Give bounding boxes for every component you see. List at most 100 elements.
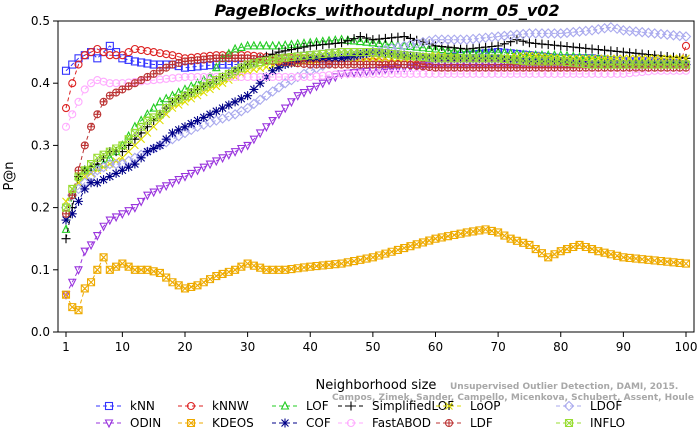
legend-label: LOF [306, 399, 329, 413]
data-point [406, 69, 415, 78]
data-point [162, 50, 171, 59]
data-point [437, 44, 447, 54]
y-tick-label: 0.1 [31, 263, 50, 277]
data-point [249, 40, 259, 50]
data-point [92, 232, 102, 241]
data-point [117, 210, 127, 220]
data-point [393, 60, 402, 69]
legend-item-kdeos: KDEOS [178, 416, 254, 430]
data-point [324, 53, 334, 63]
data-point [330, 53, 340, 63]
legend-label: COF [306, 416, 331, 430]
data-point [400, 69, 409, 78]
data-point [600, 45, 610, 55]
series-layer [60, 21, 692, 315]
data-point [243, 91, 253, 101]
data-point [130, 44, 139, 54]
data-point [224, 151, 234, 160]
data-point [274, 110, 284, 120]
data-point [299, 72, 309, 82]
data-point [205, 160, 215, 170]
data-point [211, 106, 221, 116]
legend-item-cof: COF [272, 416, 331, 430]
data-point [375, 69, 384, 78]
data-point [387, 69, 396, 78]
data-point [80, 51, 89, 60]
data-point [174, 125, 184, 135]
plot-frame [57, 20, 695, 333]
data-point [531, 38, 541, 48]
data-point [268, 72, 277, 82]
data-point [443, 45, 453, 54]
legend-label: LDF [470, 416, 493, 430]
data-point [430, 41, 440, 51]
data-point [143, 59, 152, 68]
data-point [305, 85, 315, 95]
legend-item-knn: kNN [96, 399, 155, 413]
data-point [118, 85, 127, 94]
y-tick-label: 0.4 [31, 76, 50, 90]
data-point [412, 69, 421, 78]
legend-label: kNN [130, 399, 155, 413]
data-point [193, 116, 203, 126]
data-point [261, 90, 272, 101]
data-point [249, 84, 259, 94]
data-point [381, 69, 390, 78]
data-point [556, 41, 566, 51]
legend-item-loop: LoOP [436, 399, 501, 413]
y-tick-label: 0.0 [31, 325, 50, 339]
legend-label: KDEOS [212, 416, 254, 430]
data-point [293, 92, 303, 101]
legend: kNN kNNW LOF SimplifiedLOF LoOP LDOF ODIN KDEOS… [96, 399, 625, 430]
data-point [237, 72, 246, 82]
data-point [337, 69, 346, 78]
data-point [124, 55, 133, 64]
data-point [118, 51, 127, 60]
data-point [581, 43, 591, 53]
data-point [268, 40, 278, 50]
data-point [411, 38, 422, 49]
data-point [80, 184, 90, 194]
data-point [224, 100, 234, 110]
data-point [180, 72, 190, 82]
data-point [293, 72, 302, 82]
legend-marker [346, 418, 356, 428]
data-point [405, 39, 416, 50]
legend-label: INFLO [590, 416, 625, 430]
data-point [487, 42, 497, 52]
data-point [362, 36, 371, 46]
data-point [168, 179, 177, 188]
data-point [248, 98, 260, 110]
data-point [74, 60, 83, 69]
data-point [649, 28, 660, 39]
data-point [87, 122, 96, 131]
x-tick-label: 100 [675, 340, 698, 354]
data-point [80, 141, 89, 150]
data-point [306, 72, 315, 82]
series-line-loop [65, 54, 686, 202]
data-point [362, 48, 372, 58]
data-point [625, 48, 635, 58]
y-axis-label: P@n [2, 161, 17, 190]
x-axis-label: Neighborhood size [316, 378, 437, 393]
data-point [273, 82, 285, 93]
data-point [149, 48, 158, 57]
data-point [137, 45, 146, 55]
data-point [524, 38, 534, 48]
data-point [99, 175, 109, 185]
data-point [368, 37, 378, 47]
data-point [305, 41, 315, 51]
legend-marker [445, 402, 453, 410]
data-point [230, 43, 240, 53]
watermark-line-2: Campos, Zimek, Sander, Campello, Micenko… [332, 393, 694, 403]
data-point [318, 79, 328, 89]
data-point [130, 204, 140, 213]
data-point [74, 97, 83, 106]
x-tick-label: 80 [553, 340, 568, 354]
data-point [149, 144, 159, 154]
data-point [249, 135, 259, 145]
data-point [387, 39, 397, 49]
data-point [86, 241, 96, 251]
data-point [112, 79, 121, 88]
data-point [61, 203, 71, 212]
